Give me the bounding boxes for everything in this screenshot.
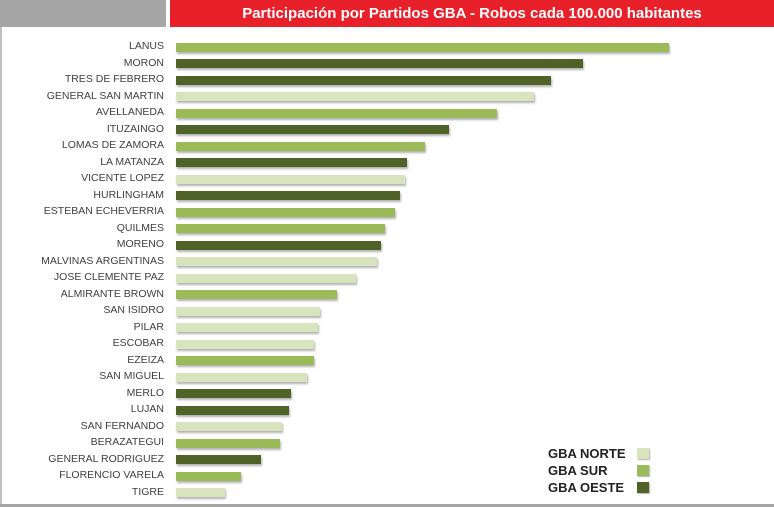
category-label: LANUS bbox=[128, 40, 164, 52]
frame-left-border bbox=[0, 27, 2, 505]
category-label: HURLINGHAM bbox=[93, 188, 164, 201]
bar-escobar bbox=[176, 339, 314, 349]
bar-general-rodriguez bbox=[176, 455, 261, 464]
category-label: MORON bbox=[123, 56, 164, 69]
bar-berazategui bbox=[176, 438, 280, 448]
bar-san-isidro bbox=[176, 306, 320, 316]
category-label: GENERAL RODRIGUEZ bbox=[48, 452, 164, 465]
category-label: SAN FERNANDO bbox=[80, 419, 164, 432]
category-label: EZEIZA bbox=[127, 353, 164, 366]
category-label: LA MATANZA bbox=[100, 155, 164, 168]
category-label: GENERAL SAN MARTIN bbox=[46, 89, 164, 102]
legend-swatch-norte bbox=[637, 448, 649, 459]
bar-florencio-varela bbox=[176, 471, 241, 481]
category-label: MALVINAS ARGENTINAS bbox=[41, 254, 164, 267]
legend-label: GBA SUR bbox=[548, 463, 608, 478]
legend-swatch-oeste bbox=[637, 482, 649, 493]
category-label: TIGRE bbox=[131, 485, 164, 498]
bar-tigre bbox=[176, 488, 225, 497]
category-label: VICENTE LOPEZ bbox=[81, 172, 164, 184]
bar-lujan bbox=[176, 405, 289, 415]
category-label: LUJAN bbox=[130, 403, 164, 415]
bar-quilmes bbox=[176, 224, 385, 233]
bar-merlo bbox=[176, 389, 291, 398]
bar-lomas-de-zamora bbox=[176, 141, 425, 151]
bar-malvinas-argentinas bbox=[176, 257, 377, 266]
category-label: ESCOBAR bbox=[112, 337, 164, 349]
category-label: MERLO bbox=[126, 386, 164, 399]
category-label: JOSE CLEMENTE PAZ bbox=[53, 271, 164, 283]
bar-pilar bbox=[176, 323, 318, 332]
category-label: ESTEBAN ECHEVERRIA bbox=[43, 205, 164, 217]
category-label: AVELLANEDA bbox=[95, 106, 164, 118]
bar-moron bbox=[176, 59, 583, 68]
legend-swatch-sur bbox=[637, 465, 649, 476]
bar-san-fernando bbox=[176, 422, 282, 431]
category-label: TRES DE FEBRERO bbox=[64, 73, 164, 85]
bar-avellaneda bbox=[176, 108, 497, 118]
bar-moreno bbox=[176, 240, 381, 250]
bar-san-miguel bbox=[176, 372, 307, 382]
header-gray-block bbox=[0, 0, 166, 27]
category-label: BERAZATEGUI bbox=[90, 436, 164, 448]
bar-hurlingham bbox=[176, 191, 400, 200]
category-label: ITUZAINGO bbox=[106, 122, 164, 135]
category-label: PILAR bbox=[133, 320, 164, 333]
category-label: SAN ISIDRO bbox=[103, 304, 164, 316]
bar-almirante-brown bbox=[176, 290, 337, 299]
frame-bottom-border bbox=[0, 504, 774, 507]
category-label: MORENO bbox=[116, 238, 164, 250]
category-label: QUILMES bbox=[116, 221, 164, 234]
chart-title: Participación por Partidos GBA - Robos c… bbox=[170, 0, 774, 27]
category-label: SAN MIGUEL bbox=[99, 370, 164, 382]
legend-label: GBA OESTE bbox=[548, 480, 625, 495]
legend-label: GBA NORTE bbox=[548, 446, 626, 461]
bar-la-matanza bbox=[176, 158, 407, 167]
bar-ituzaingo bbox=[176, 125, 449, 134]
bar-tres-de-febrero bbox=[176, 75, 551, 85]
bar-general-san-martin bbox=[176, 92, 534, 101]
bar-jose-clemente-paz bbox=[176, 273, 356, 283]
bar-ezeiza bbox=[176, 356, 314, 365]
category-label: ALMIRANTE BROWN bbox=[60, 287, 164, 300]
category-label: LOMAS DE ZAMORA bbox=[61, 139, 164, 151]
bar-esteban-echeverria bbox=[176, 207, 395, 217]
category-label: FLORENCIO VARELA bbox=[59, 469, 164, 481]
bar-vicente-lopez bbox=[176, 174, 405, 184]
bar-lanus bbox=[176, 42, 669, 52]
